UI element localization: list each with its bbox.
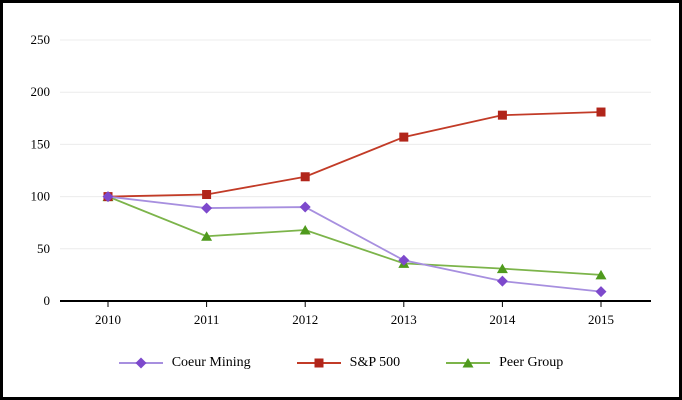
diamond-data-point-marker	[135, 357, 147, 369]
y-tick-label: 50	[37, 241, 50, 256]
square-data-point-marker	[300, 172, 310, 182]
y-tick-label: 200	[31, 84, 51, 99]
series-line-coeur-mining	[107, 195, 602, 293]
square-data-point-marker	[497, 110, 507, 120]
x-tick-label: 2010	[95, 312, 121, 327]
y-tick-label: 0	[44, 293, 51, 308]
triangle-data-point-marker	[462, 358, 474, 368]
x-tick-label: 2012	[292, 312, 318, 327]
chart-legend: Coeur Mining S&P 500 Peer Group	[3, 355, 679, 371]
x-tick-label: 2011	[194, 312, 220, 327]
triangle-data-point-marker	[595, 269, 607, 280]
line-chart-plot: 0 50 100 150 200 250 2010 2011 2012 2013 2014 2015	[31, 32, 651, 327]
square-data-point-marker	[596, 107, 606, 117]
diamond-data-point-marker	[201, 202, 213, 214]
diamond-marker-icon	[118, 357, 163, 369]
triangle-data-point-marker	[299, 225, 311, 235]
legend-label: Peer Group	[499, 355, 564, 370]
triangle-marker-icon	[446, 358, 491, 368]
series-line-s-p-500	[107, 111, 602, 198]
diamond-data-point-marker	[299, 201, 311, 213]
x-tick-label: 2013	[391, 312, 417, 327]
square-data-point-marker	[399, 132, 409, 142]
series-line-peer-group	[107, 195, 602, 276]
legend-item-sp500: S&P 500	[296, 355, 401, 371]
diamond-data-point-marker	[102, 191, 114, 203]
diamond-data-point-marker	[398, 254, 410, 266]
y-tick-label: 150	[31, 136, 51, 151]
diamond-data-point-marker	[496, 275, 508, 287]
triangle-data-point-marker	[496, 263, 508, 274]
legend-item-peer-group: Peer Group	[446, 355, 563, 371]
legend-label: S&P 500	[349, 355, 401, 370]
legend-item-coeur-mining: Coeur Mining	[118, 355, 251, 371]
diamond-data-point-marker	[595, 286, 607, 298]
square-marker-icon	[296, 358, 341, 368]
y-tick-label: 250	[31, 32, 51, 47]
triangle-data-point-marker	[201, 231, 213, 241]
y-tick-label: 100	[31, 189, 51, 204]
square-data-point-marker	[202, 190, 212, 200]
legend-label: Coeur Mining	[171, 355, 251, 370]
square-data-point-marker	[314, 358, 324, 368]
x-tick-label: 2015	[588, 312, 614, 327]
x-tick-label: 2014	[489, 312, 516, 327]
